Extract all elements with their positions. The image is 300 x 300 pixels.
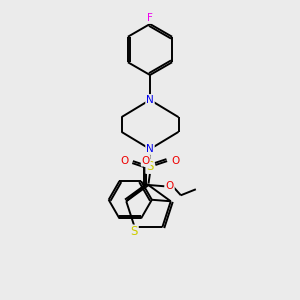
Text: O: O	[171, 156, 180, 166]
Text: N: N	[146, 95, 154, 105]
Text: O: O	[142, 156, 150, 166]
Text: S: S	[146, 160, 154, 173]
Text: O: O	[166, 181, 174, 191]
Text: O: O	[120, 156, 129, 166]
Text: S: S	[130, 225, 138, 239]
Text: F: F	[147, 13, 153, 23]
Text: N: N	[146, 144, 154, 154]
